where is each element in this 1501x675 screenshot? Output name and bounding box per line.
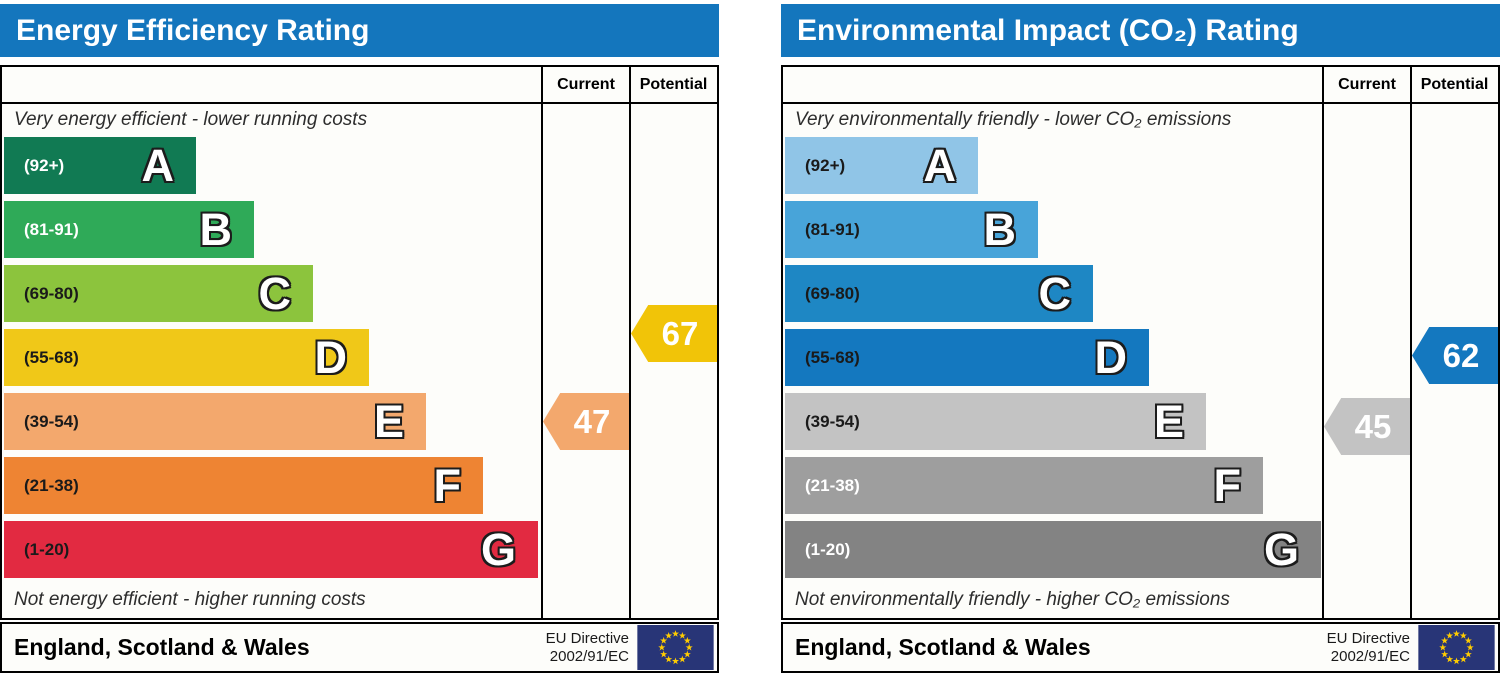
eu-directive-label: EU Directive 2002/91/EC [1327,630,1410,665]
header-divider [2,102,717,104]
eu-directive-line2: 2002/91/EC [549,647,629,665]
potential-value-arrow: 62 [1412,327,1498,384]
band-range-label: (1-20) [805,539,851,559]
band-range-label: (39-54) [24,411,79,431]
rating-table: Current Potential Very environmentally f… [781,65,1500,620]
footer-region-label: England, Scotland & Wales [795,634,1091,660]
band-letter: C [1038,268,1072,319]
band-row-b: (81-91) B [785,201,1038,258]
rating-table: Current Potential Very energy efficient … [0,65,719,620]
band-range-label: (39-54) [805,411,860,431]
band-range-label: (92+) [24,155,65,175]
band-row-d: (55-68) D [785,329,1149,386]
band-row-g: (1-20) G [4,521,538,578]
top-caption: Very energy efficient - lower running co… [14,109,368,130]
bottom-caption: Not energy efficient - higher running co… [14,589,366,610]
energy-rating-panel: Energy Efficiency Rating Current Potenti… [0,4,719,673]
potential-value: 67 [661,314,699,352]
bottom-caption: Not environmentally friendly - higher CO… [795,589,1230,610]
band-range-label: (69-80) [24,283,79,303]
eu-directive-line1: EU Directive [545,630,629,648]
band-row-c: (69-80) C [785,265,1093,322]
eu-directive-line2: 2002/91/EC [1330,647,1410,665]
band-range-label: (81-91) [24,219,79,239]
band-range-label: (55-68) [24,347,79,367]
eu-flag-icon [637,625,714,670]
band-row-b: (81-91) B [4,201,254,258]
band-row-e: (39-54) E [785,393,1206,450]
top-caption: Very environmentally friendly - lower CO… [795,109,1232,130]
band-row-f: (21-38) F [4,457,483,514]
band-letter: B [983,204,1017,255]
column-header-potential: Potential [639,75,708,93]
column-divider [1322,67,1324,618]
panel-title: Environmental Impact (CO₂) Rating [781,4,1500,57]
environmental-rating-panel: Environmental Impact (CO₂) Rating Curren… [781,4,1500,673]
band-range-label: (55-68) [805,347,860,367]
band-range-label: (92+) [805,155,846,175]
column-header-current: Current [557,75,615,93]
band-letter: F [433,460,462,511]
column-header-potential: Potential [1420,75,1489,93]
band-row-d: (55-68) D [4,329,369,386]
band-letter: D [314,332,348,383]
band-range-label: (81-91) [805,219,860,239]
band-letter: E [1153,396,1184,447]
band-letter: E [373,396,404,447]
band-range-label: (21-38) [24,475,79,495]
column-divider [629,67,631,618]
column-header-current: Current [1338,75,1396,93]
band-letter: B [199,204,233,255]
current-value: 47 [573,402,611,440]
footer: England, Scotland & Wales EU Directive 2… [0,622,719,673]
column-divider [541,67,543,618]
band-letter: G [1263,524,1299,575]
band-letter: F [1213,460,1242,511]
current-value-arrow: 45 [1324,398,1410,455]
band-row-e: (39-54) E [4,393,426,450]
band-letter: A [923,140,957,191]
current-value: 45 [1354,407,1392,445]
footer-region-label: England, Scotland & Wales [14,634,310,660]
band-row-a: (92+) A [4,137,196,194]
band-range-label: (21-38) [805,475,860,495]
band-range-label: (1-20) [24,539,70,559]
potential-value: 62 [1442,336,1480,374]
band-row-f: (21-38) F [785,457,1263,514]
band-letter: D [1094,332,1128,383]
band-row-c: (69-80) C [4,265,313,322]
band-letter: G [480,524,516,575]
footer: England, Scotland & Wales EU Directive 2… [781,622,1500,673]
eu-directive-line1: EU Directive [1326,630,1410,648]
band-letter: C [258,268,292,319]
band-row-g: (1-20) G [785,521,1321,578]
header-divider [783,102,1498,104]
panel-title: Energy Efficiency Rating [0,4,719,57]
potential-value-arrow: 67 [631,305,717,362]
band-range-label: (69-80) [805,283,860,303]
current-value-arrow: 47 [543,393,629,450]
column-divider [1410,67,1412,618]
eu-directive-label: EU Directive 2002/91/EC [546,630,629,665]
band-row-a: (92+) A [785,137,978,194]
eu-flag-icon [1418,625,1495,670]
band-letter: A [141,140,175,191]
